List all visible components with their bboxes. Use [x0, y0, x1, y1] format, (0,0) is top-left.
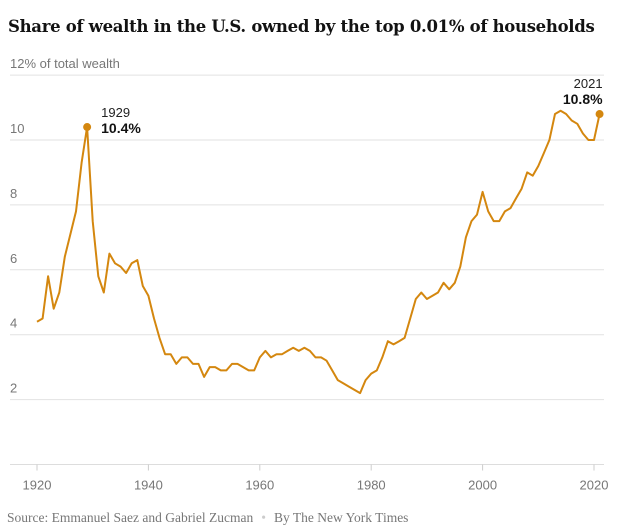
annotation-value-1929: 10.4% [101, 120, 141, 136]
annotation-point-1929 [83, 123, 92, 132]
source-text: Source: Emmanuel Saez and Gabriel Zucman [7, 510, 254, 525]
annotation-value-2021: 10.8% [563, 91, 603, 107]
x-tick-label-2000: 2000 [468, 478, 497, 493]
y-tick-label-4: 4 [10, 316, 17, 331]
y-tick-label-2: 2 [10, 381, 17, 396]
x-tick-label-1940: 1940 [134, 478, 163, 493]
chart-title: Share of wealth in the U.S. owned by the… [8, 17, 595, 36]
byline-text: By The New York Times [274, 510, 409, 525]
y-tick-label-12: 12% of total wealth [10, 56, 120, 71]
y-tick-label-6: 6 [10, 251, 17, 266]
annotation-point-2021 [595, 110, 604, 119]
separator-dot: • [261, 510, 267, 525]
gridlines [10, 74, 604, 465]
x-tick-label-1960: 1960 [245, 478, 274, 493]
y-axis-ticks: 2 4 6 8 10 12% of total wealth [10, 56, 120, 396]
annotation-year-2021: 2021 [574, 76, 603, 91]
y-tick-label-8: 8 [10, 186, 17, 201]
y-tick-label-10: 10 [10, 121, 24, 136]
x-tick-label-1920: 1920 [23, 478, 52, 493]
source-line: Source: Emmanuel Saez and Gabriel Zucman… [7, 510, 408, 526]
x-axis-ticks: 1920 1940 1960 1980 2000 2020 [23, 464, 609, 493]
series-line-top-0.01-share [36, 109, 601, 395]
annotation-year-1929: 1929 [101, 105, 130, 120]
x-tick-label-1980: 1980 [357, 478, 386, 493]
x-tick-label-2020: 2020 [580, 478, 609, 493]
